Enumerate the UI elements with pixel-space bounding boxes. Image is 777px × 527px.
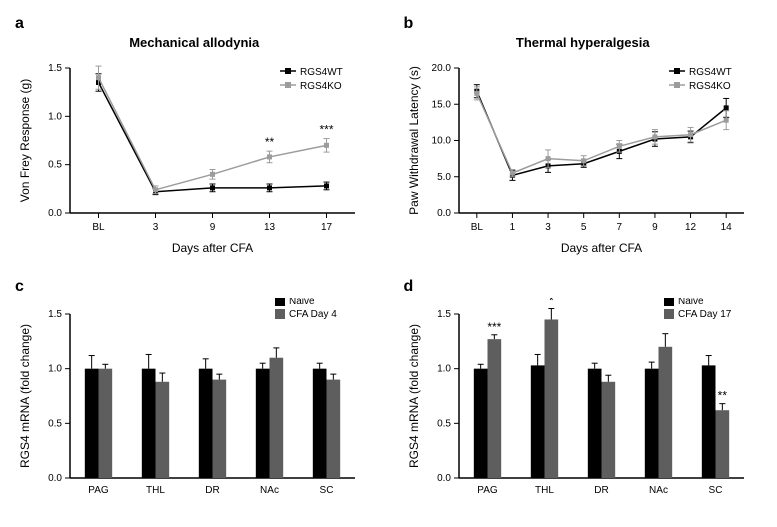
chart-d: 0.0 0.5 1.0 1.5 RGS4 mRNA (fold change) PAG TH… xyxy=(404,298,754,508)
svg-text:RGS4KO: RGS4KO xyxy=(689,81,731,92)
svg-text:14: 14 xyxy=(720,222,732,233)
svg-text:THL: THL xyxy=(146,485,165,496)
svg-text:***: *** xyxy=(319,123,333,137)
svg-text:17: 17 xyxy=(321,222,333,233)
svg-text:1.0: 1.0 xyxy=(437,364,451,375)
panel-c: c 0.0 0.5 1.0 1.5 RGS4 mRNA (fold change) PAG… xyxy=(15,278,374,508)
svg-text:Von Frey Response (g): Von Frey Response (g) xyxy=(18,79,32,202)
svg-text:5.0: 5.0 xyxy=(437,172,451,183)
svg-text:1.5: 1.5 xyxy=(437,309,451,320)
figure-grid: a Mechanical allodynia 0.0 0.5 1.0 1.5 BL 3 9 1… xyxy=(15,15,762,508)
svg-text:0.0: 0.0 xyxy=(48,208,62,219)
svg-text:12: 12 xyxy=(685,222,697,233)
svg-text:**: ** xyxy=(265,135,275,149)
svg-text:10.0: 10.0 xyxy=(431,136,451,147)
svg-text:1.5: 1.5 xyxy=(48,63,62,74)
svg-text:PAG: PAG xyxy=(477,485,498,496)
chart-b: 0.0 5.0 10.0 15.0 20.0 BL 1 3 5 7 9 12 14 Days after … xyxy=(404,58,754,258)
svg-text:3: 3 xyxy=(545,222,551,233)
svg-text:DR: DR xyxy=(205,485,219,496)
svg-text:BL: BL xyxy=(92,222,105,233)
svg-text:0.0: 0.0 xyxy=(437,208,451,219)
svg-text:0.5: 0.5 xyxy=(48,418,62,429)
svg-text:0.5: 0.5 xyxy=(48,160,62,171)
svg-text:Naive: Naive xyxy=(289,298,315,307)
svg-text:0.0: 0.0 xyxy=(48,473,62,484)
svg-text:Days after CFA: Days after CFA xyxy=(560,241,641,255)
svg-text:BL: BL xyxy=(470,222,483,233)
svg-text:13: 13 xyxy=(264,222,276,233)
svg-text:NAc: NAc xyxy=(649,485,668,496)
svg-text:1.5: 1.5 xyxy=(48,309,62,320)
panel-a-title: Mechanical allodynia xyxy=(15,35,374,50)
svg-text:7: 7 xyxy=(616,222,622,233)
panel-a-label: a xyxy=(15,15,24,33)
svg-text:CFA Day 4: CFA Day 4 xyxy=(289,309,337,320)
svg-text:Days after CFA: Days after CFA xyxy=(172,241,253,255)
svg-text:0.5: 0.5 xyxy=(437,418,451,429)
svg-text:RGS4 mRNA (fold change): RGS4 mRNA (fold change) xyxy=(18,324,32,468)
svg-text:RGS4KO: RGS4KO xyxy=(300,81,342,92)
svg-text:15.0: 15.0 xyxy=(431,99,451,110)
svg-text:5: 5 xyxy=(580,222,586,233)
panel-b: b Thermal hyperalgesia 0.0 5.0 10.0 15.0 20.… xyxy=(404,15,763,258)
svg-text:RGS4 mRNA (fold change): RGS4 mRNA (fold change) xyxy=(407,324,421,468)
panel-a: a Mechanical allodynia 0.0 0.5 1.0 1.5 BL 3 9 1… xyxy=(15,15,374,258)
svg-text:*: * xyxy=(549,298,554,308)
chart-a: 0.0 0.5 1.0 1.5 BL 3 9 13 17 Days after CFA Von Fr… xyxy=(15,58,365,258)
svg-text:1.0: 1.0 xyxy=(48,364,62,375)
svg-text:Naive: Naive xyxy=(678,298,704,307)
svg-text:**: ** xyxy=(717,389,727,403)
svg-text:1.0: 1.0 xyxy=(48,111,62,122)
svg-text:0.0: 0.0 xyxy=(437,473,451,484)
svg-text:RGS4WT: RGS4WT xyxy=(300,67,343,78)
panel-b-title: Thermal hyperalgesia xyxy=(404,35,763,50)
svg-text:THL: THL xyxy=(535,485,554,496)
svg-text:***: *** xyxy=(487,320,501,334)
svg-text:SC: SC xyxy=(708,485,722,496)
svg-text:CFA Day 17: CFA Day 17 xyxy=(678,309,732,320)
panel-d: d 0.0 0.5 1.0 1.5 RGS4 mRNA (fold change) PAG… xyxy=(404,278,763,508)
svg-text:3: 3 xyxy=(153,222,159,233)
svg-text:PAG: PAG xyxy=(88,485,109,496)
svg-text:NAc: NAc xyxy=(260,485,279,496)
panel-c-label: c xyxy=(15,278,24,296)
svg-text:9: 9 xyxy=(652,222,658,233)
svg-text:20.0: 20.0 xyxy=(431,63,451,74)
panel-d-label: d xyxy=(404,278,414,296)
svg-text:DR: DR xyxy=(594,485,608,496)
svg-text:RGS4WT: RGS4WT xyxy=(689,67,732,78)
svg-text:9: 9 xyxy=(210,222,216,233)
svg-text:SC: SC xyxy=(320,485,334,496)
svg-text:1: 1 xyxy=(509,222,515,233)
chart-c: 0.0 0.5 1.0 1.5 RGS4 mRNA (fold change) PAG TH… xyxy=(15,298,365,508)
panel-b-label: b xyxy=(404,15,414,33)
svg-text:Paw Withdrawal Latency (s): Paw Withdrawal Latency (s) xyxy=(407,66,421,215)
